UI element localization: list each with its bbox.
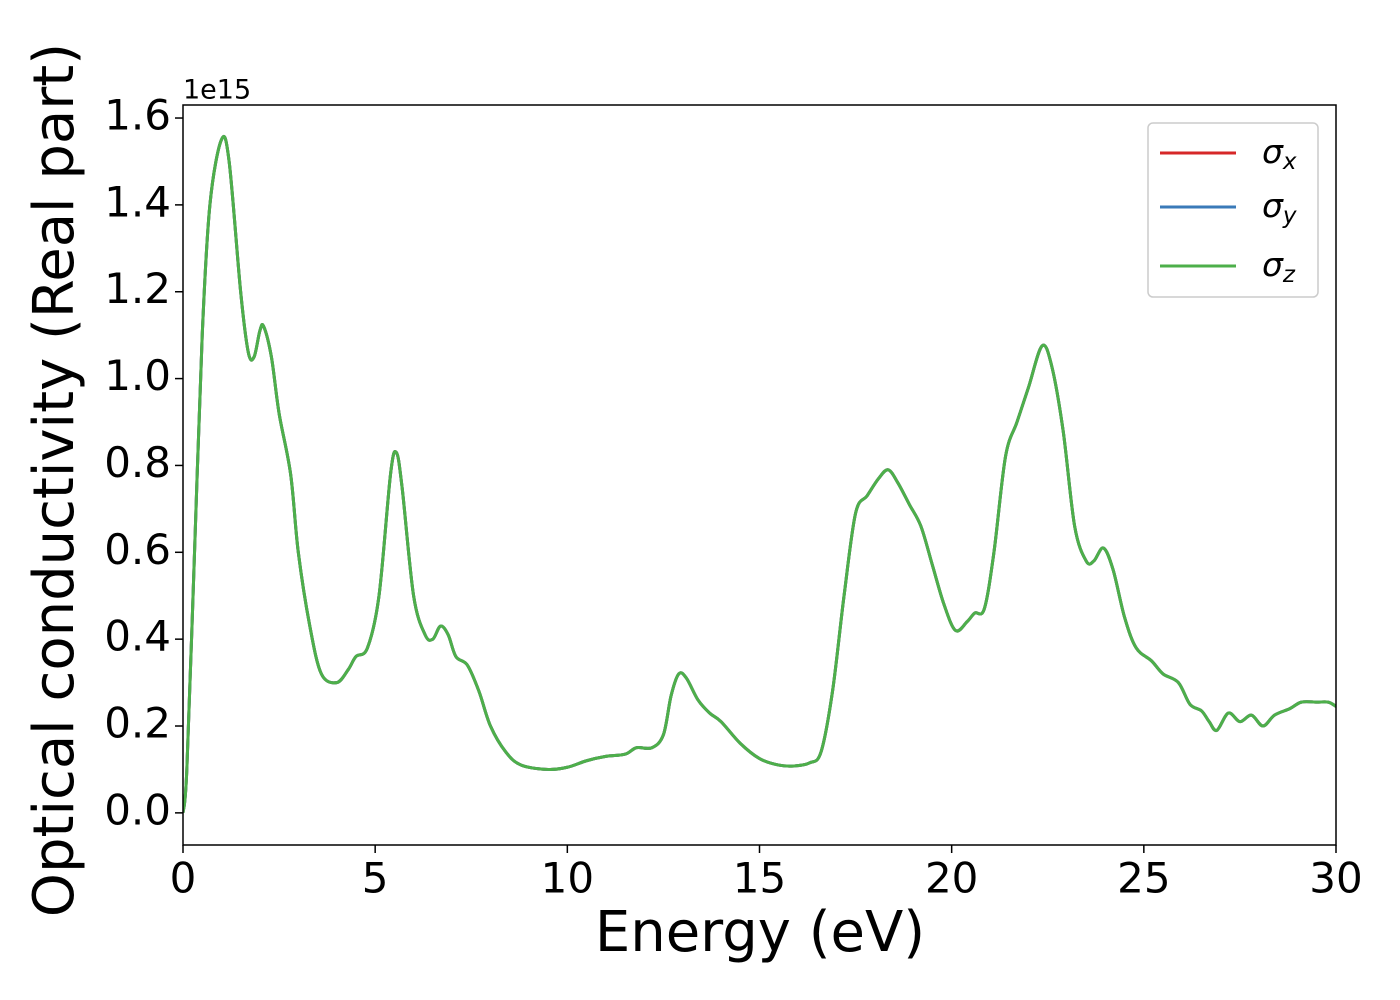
legend-label: σx bbox=[1262, 132, 1297, 175]
x-tick-label: 30 bbox=[1309, 854, 1362, 903]
x-tick-label: 10 bbox=[541, 854, 594, 903]
x-tick-label: 25 bbox=[1117, 854, 1170, 903]
y-tick-label: 0.4 bbox=[104, 612, 171, 661]
legend-label: σz bbox=[1262, 245, 1296, 288]
plot-area bbox=[183, 135, 1336, 814]
y-tick-label: 1.2 bbox=[104, 264, 171, 313]
y-tick-label: 0.8 bbox=[104, 438, 171, 487]
y-tick-label: 1.6 bbox=[104, 91, 171, 140]
offset-label: 1e15 bbox=[183, 75, 251, 106]
y-axis-label: Optical conductivity (Real part) bbox=[22, 43, 87, 917]
y-tick-label: 0.0 bbox=[104, 785, 171, 834]
series-line bbox=[183, 135, 1336, 814]
y-tick-label: 0.6 bbox=[104, 525, 171, 574]
x-tick-label: 5 bbox=[362, 854, 389, 903]
y-tick-label: 0.2 bbox=[104, 699, 171, 748]
x-tick-label: 15 bbox=[733, 854, 786, 903]
x-tick-label: 0 bbox=[170, 854, 197, 903]
plot-frame bbox=[182, 104, 1337, 846]
legend-box bbox=[1147, 122, 1319, 298]
y-tick-label: 1.0 bbox=[104, 351, 171, 400]
x-axis-label: Energy (eV) bbox=[595, 900, 925, 965]
y-tick-label: 1.4 bbox=[104, 177, 171, 226]
x-tick-label: 20 bbox=[925, 854, 978, 903]
legend-label: σy bbox=[1262, 186, 1297, 229]
